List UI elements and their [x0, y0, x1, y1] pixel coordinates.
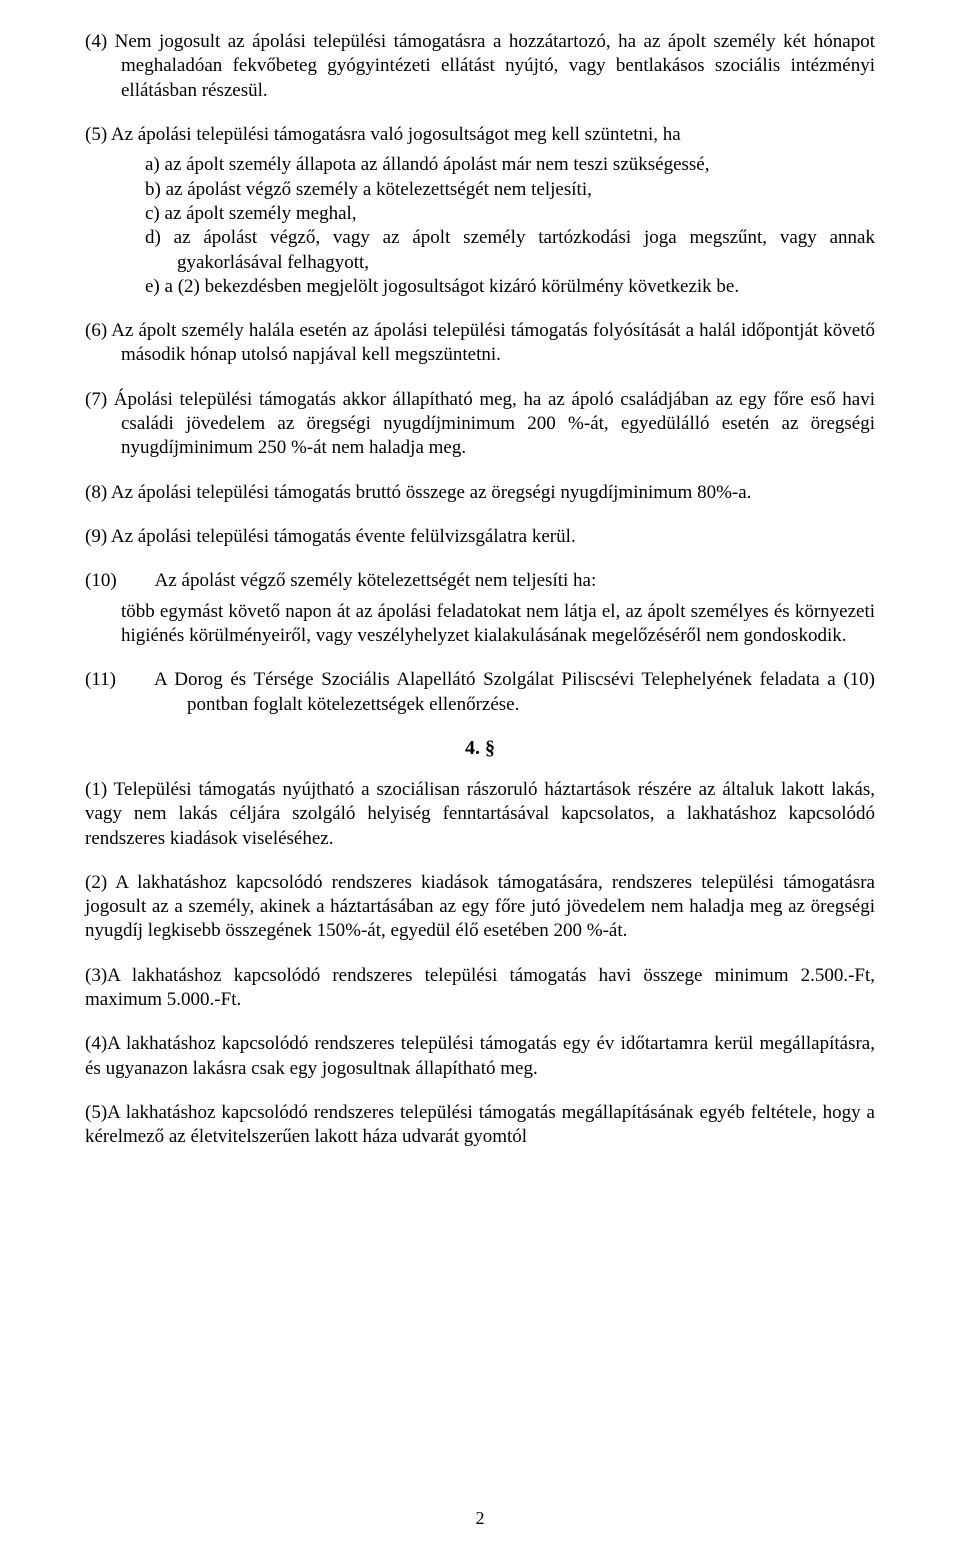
section4-paragraph-1: (1) Települési támogatás nyújtható a szo…	[85, 778, 875, 851]
paragraph-5-item-b: b) az ápolást végző személy a kötelezett…	[85, 178, 875, 202]
section4-paragraph-3: (3)A lakhatáshoz kapcsolódó rendszeres t…	[85, 964, 875, 1013]
paragraph-5-lead: (5) Az ápolási települési támogatásra va…	[85, 123, 875, 147]
paragraph-5-item-c: c) az ápolt személy meghal,	[85, 202, 875, 226]
paragraph-8: (8) Az ápolási települési támogatás brut…	[85, 481, 875, 505]
section-heading-4: 4. §	[85, 737, 875, 760]
paragraph-5-block: (5) Az ápolási települési támogatásra va…	[85, 123, 875, 299]
paragraph-10-lead: (10) Az ápolást végző személy kötelezett…	[85, 569, 875, 593]
paragraph-10-block: (10) Az ápolást végző személy kötelezett…	[85, 569, 875, 648]
paragraph-5-item-a: a) az ápolt személy állapota az állandó …	[85, 153, 875, 177]
section4-paragraph-4: (4)A lakhatáshoz kapcsolódó rendszeres t…	[85, 1032, 875, 1081]
paragraph-11: (11) A Dorog és Térsége Szociális Alapel…	[85, 668, 875, 717]
page-number: 2	[0, 1508, 960, 1529]
paragraph-5-item-e: e) a (2) bekezdésben megjelölt jogosults…	[85, 275, 875, 299]
paragraph-7: (7) Ápolási települési támogatás akkor á…	[85, 388, 875, 461]
paragraph-9: (9) Az ápolási települési támogatás éven…	[85, 525, 875, 549]
paragraph-5-item-d: d) az ápolást végző, vagy az ápolt szemé…	[85, 226, 875, 275]
section4-paragraph-2: (2) A lakhatáshoz kapcsolódó rendszeres …	[85, 871, 875, 944]
paragraph-6: (6) Az ápolt személy halála esetén az áp…	[85, 319, 875, 368]
paragraph-4: (4) Nem jogosult az ápolási települési t…	[85, 30, 875, 103]
paragraph-10-body: több egymást követő napon át az ápolási …	[85, 600, 875, 649]
section4-paragraph-5: (5)A lakhatáshoz kapcsolódó rendszeres t…	[85, 1101, 875, 1150]
page-container: (4) Nem jogosult az ápolási települési t…	[0, 0, 960, 1547]
